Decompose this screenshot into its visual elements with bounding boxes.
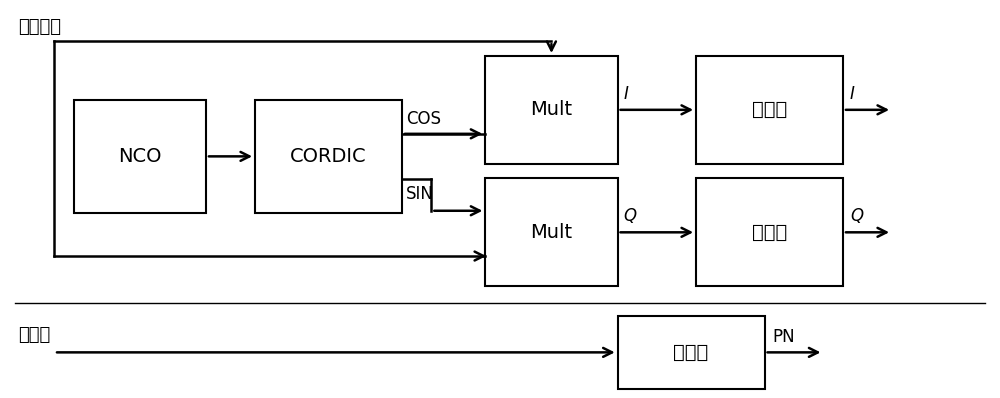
Text: 接收信号: 接收信号 [18, 18, 61, 35]
Text: COS: COS [406, 110, 441, 128]
Text: 降采样: 降采样 [752, 223, 787, 242]
Text: NCO: NCO [118, 147, 162, 166]
Bar [618, 316, 765, 389]
Bar [74, 100, 206, 213]
Text: Mult: Mult [530, 223, 573, 242]
Text: CORDIC: CORDIC [290, 147, 367, 166]
Text: 降采样: 降采样 [673, 343, 709, 362]
Text: 本地码: 本地码 [18, 326, 50, 344]
Text: SIN: SIN [406, 185, 434, 203]
Bar [485, 56, 618, 164]
Text: Q: Q [623, 207, 637, 225]
Text: Mult: Mult [530, 100, 573, 119]
Text: PN: PN [772, 328, 795, 347]
Text: I: I [850, 85, 855, 103]
Text: I: I [623, 85, 628, 103]
Bar [255, 100, 402, 213]
Bar [485, 178, 618, 286]
Bar [696, 56, 843, 164]
Text: 降采样: 降采样 [752, 100, 787, 119]
Bar [696, 178, 843, 286]
Text: Q: Q [850, 207, 863, 225]
